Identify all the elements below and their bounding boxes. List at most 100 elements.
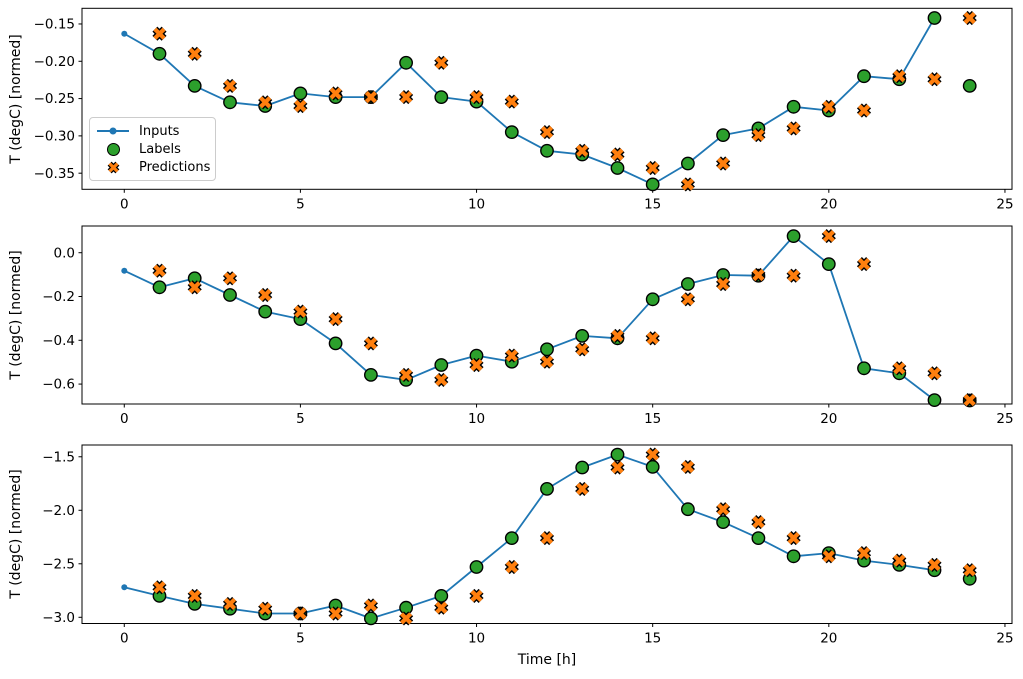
labels-point [681,502,695,517]
labels-point [293,86,308,101]
labels-point [258,304,273,319]
predictions-point [787,122,800,135]
x-tick-label: 0 [120,631,129,647]
predictions-point [963,564,976,577]
x-axis-label: Time [h] [517,652,577,668]
predictions-point [364,337,377,350]
subplot-2: 0.0 −0.2 −0.4 −0.6 0 5 10 15 20 25 [42,225,1014,427]
labels-point [645,292,660,307]
predictions-point [752,129,765,142]
predictions-point [153,264,166,277]
predictions-point [223,272,237,285]
predictions-point [893,70,906,83]
labels-point [751,531,766,545]
labels-point [645,459,660,474]
labels-point [610,447,625,462]
y-tick-label: −0.6 [42,377,75,393]
predictions-point [822,550,835,563]
predictions-point [329,87,342,100]
labels-point [152,46,167,61]
predictions-point [611,329,624,342]
predictions-point [576,144,589,157]
predictions-point [259,288,272,302]
predictions-point [400,368,413,381]
predictions-point [857,547,871,560]
legend-label-labels: Labels [139,141,181,157]
predictions-point [470,91,483,104]
labels-point [504,531,519,545]
predictions-point [540,355,554,368]
labels-point [610,161,625,175]
labels-point [575,328,590,343]
predictions-point [470,358,483,372]
predictions-series [152,10,977,192]
predictions-point [963,394,976,407]
inputs-line-swatch [96,127,130,135]
labels-point [540,342,554,357]
predictions-series [152,447,977,626]
labels-point [857,69,871,84]
predictions-point [223,79,237,92]
labels-point [575,460,590,475]
predictions-point [717,277,730,291]
axes-frame [81,444,1013,624]
predictions-point [681,293,694,306]
legend-label-predictions: Predictions [139,159,211,175]
labels-point [434,358,449,372]
labels-point [434,90,449,105]
predictions-point [646,332,659,345]
y-tick-label: −0.30 [34,128,75,144]
x-tick-label: 10 [468,411,485,427]
predictions-point [400,612,413,625]
predictions-point [540,532,554,545]
predictions-point [540,126,554,139]
y-axis-label-subplot-3: T (degC) [normed] [8,469,24,599]
labels-point [363,611,378,626]
predictions-point [259,602,272,615]
x-tick-label: 25 [996,631,1013,647]
labels-series [152,447,977,626]
labels-point [681,156,695,171]
predictions-point [259,96,272,109]
predictions-point [188,589,201,602]
predictions-point [752,516,765,529]
predictions-point [153,581,166,594]
labels-point [504,125,519,140]
inputs-point [121,30,128,37]
labels-point [434,589,449,603]
predictions-point [153,27,166,40]
predictions-point [893,554,906,567]
axes-frame [81,225,1013,405]
predictions-point [928,558,941,571]
labels-point [645,177,660,192]
labels-point [223,288,237,302]
predictions-point [329,313,342,326]
labels-point [962,79,977,93]
x-tick-label: 15 [644,631,661,647]
y-tick-label: −2.5 [42,556,75,572]
x-tick-label: 10 [468,631,485,647]
predictions-point [928,73,941,86]
predictions-point [611,148,624,161]
x-marker-icon [107,161,119,173]
legend-item-labels: Labels [96,140,209,158]
predictions-point [893,362,906,375]
labels-point [540,481,554,496]
x-tick-label: 5 [296,631,305,647]
predictions-point [294,305,307,318]
predictions-point [294,99,307,113]
y-tick-label: −3.0 [42,610,75,626]
x-tick-label: 5 [296,411,305,427]
y-tick-label: −0.15 [34,17,75,33]
predictions-point [857,104,871,117]
y-tick-label: −0.2 [42,289,75,305]
predictions-point [717,157,730,170]
labels-point [821,257,836,271]
predictions-point [646,161,659,175]
legend-item-predictions: Predictions [96,158,211,176]
predictions-point [364,91,377,104]
legend-item-inputs: Inputs [96,122,209,140]
labels-circle-swatch [96,142,130,156]
predictions-point [505,349,518,362]
